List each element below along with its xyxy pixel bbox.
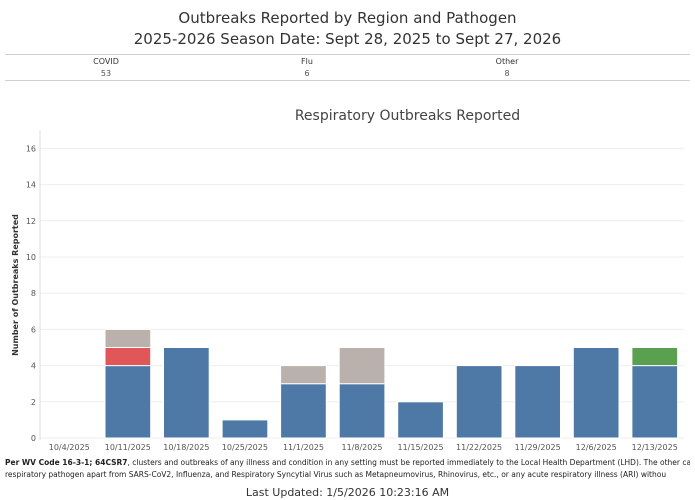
bar-segment-flu[interactable] [104, 347, 152, 367]
summary-divider-top [5, 54, 690, 55]
y-tick-label: 14 [26, 181, 36, 190]
report-title: Outbreaks Reported by Region and Pathoge… [178, 9, 517, 27]
bar-segment-covid[interactable] [631, 365, 679, 439]
chart-title: Respiratory Outbreaks Reported [294, 108, 521, 124]
bar-segment-covid[interactable] [104, 365, 152, 439]
x-tick-label: 10/4/2025 [49, 443, 90, 452]
bar-segment-other[interactable] [280, 365, 327, 385]
y-tick-label: 4 [31, 362, 36, 371]
y-tick-label: 6 [31, 325, 36, 334]
x-tick-label: 11/29/2025 [515, 443, 561, 452]
y-tick-label: 12 [26, 217, 36, 226]
x-tick-label: 11/1/2025 [283, 443, 324, 452]
season-date-range: 2025-2026 Season Date: Sept 28, 2025 to … [133, 30, 562, 48]
bar-segment-covid[interactable] [572, 347, 620, 439]
footnote-text-1: , clusters and outbreaks of any illness … [127, 458, 691, 467]
x-tick-label: 11/8/2025 [341, 443, 382, 452]
x-tick-label: 10/25/2025 [222, 443, 268, 452]
x-tick-label: 11/22/2025 [456, 443, 502, 452]
bar-segment-covid[interactable] [514, 365, 561, 439]
footnote-code-ref: Per WV Code 16-3-1; 64CSR7 [5, 458, 128, 467]
y-tick-label: 16 [26, 144, 36, 153]
y-tick-label: 8 [31, 289, 36, 298]
y-tick-label: 10 [26, 253, 36, 262]
bar-segment-covid[interactable] [455, 365, 503, 439]
y-tick-label: 0 [31, 434, 36, 443]
summary-value-covid: 53 [100, 69, 112, 78]
bar-segment-other[interactable] [338, 347, 386, 385]
bar-segment-other-green-[interactable] [631, 347, 679, 367]
x-tick-label: 12/13/2025 [632, 443, 678, 452]
y-axis-title: Number of Outbreaks Reported [11, 214, 20, 356]
bar-segment-covid[interactable] [163, 347, 210, 439]
summary-label-other: Other [495, 57, 519, 66]
summary-value-flu: 6 [304, 69, 310, 78]
bar-segment-covid[interactable] [280, 383, 327, 439]
last-updated: Last Updated: 1/5/2026 10:23:16 AM [245, 486, 450, 499]
x-tick-label: 10/11/2025 [105, 443, 151, 452]
summary-label-flu: Flu [301, 57, 313, 66]
bar-segment-covid[interactable] [397, 401, 444, 439]
summary-divider-bottom [5, 80, 690, 81]
summary-value-other: 8 [504, 69, 510, 78]
x-tick-label: 11/15/2025 [397, 443, 443, 452]
bar-segment-covid[interactable] [338, 383, 386, 439]
x-tick-label: 12/6/2025 [576, 443, 617, 452]
y-tick-label: 2 [31, 398, 36, 407]
summary-label-covid: COVID [93, 57, 119, 66]
x-tick-label: 10/18/2025 [163, 443, 209, 452]
bar-segment-other[interactable] [104, 328, 152, 348]
footnote-line-2: respiratory pathogen apart from SARS-CoV… [5, 470, 667, 479]
bar-segment-covid[interactable] [221, 419, 269, 439]
footnote-line-1: Per WV Code 16-3-1; 64CSR7, clusters and… [5, 458, 690, 467]
